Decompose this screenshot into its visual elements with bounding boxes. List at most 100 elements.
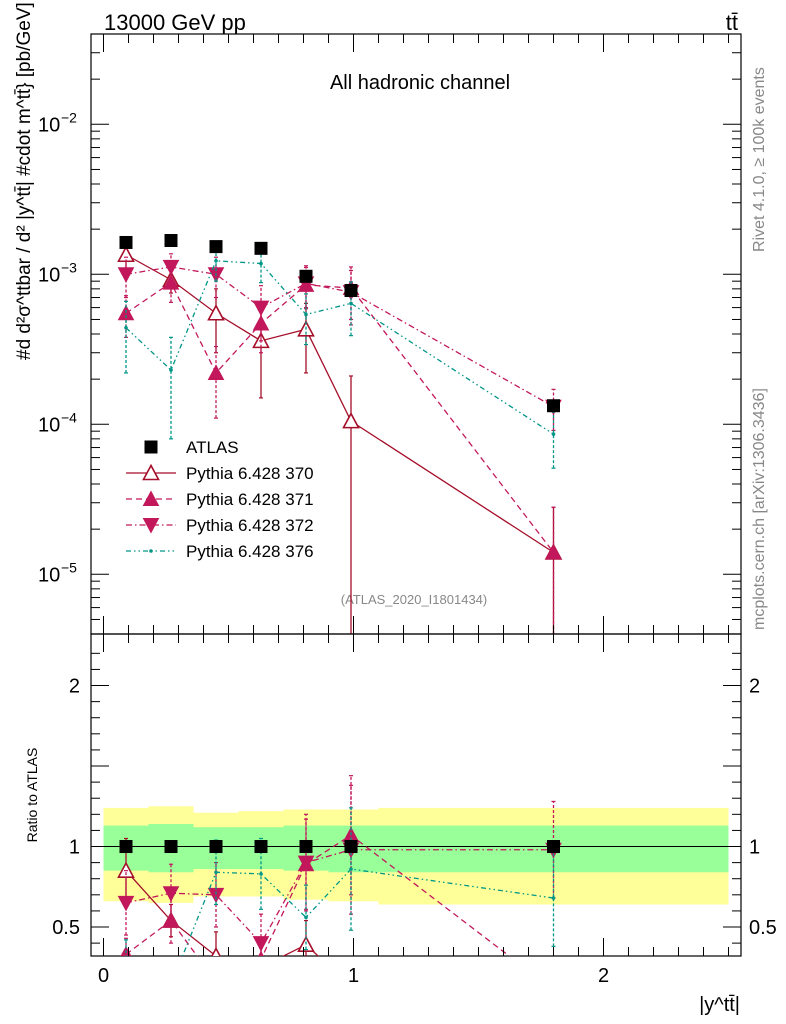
- main-data-point: [545, 543, 562, 560]
- y-tick-exponent: −5: [61, 559, 77, 575]
- main-data-point: [547, 399, 560, 413]
- rivet-version-label: Rivet 4.1.0, ≥ 100k events: [751, 67, 768, 252]
- main-data-point: [124, 325, 128, 330]
- ratio-data-point: [304, 915, 308, 920]
- ratio-y-axis-label: Ratio to ATLAS: [24, 748, 40, 843]
- x-ticks: 0 1 2: [98, 34, 729, 987]
- analysis-id: (ATLAS_2020_I1801434): [341, 592, 487, 607]
- y-tick-exponent: −2: [61, 109, 77, 125]
- main-data-point: [349, 301, 353, 306]
- ratio-data-point: [124, 962, 128, 966]
- legend-label: ATLAS: [186, 438, 239, 457]
- ratio-data-point: [117, 895, 135, 912]
- process-label: tt̄: [726, 10, 738, 35]
- main-data-point: [207, 304, 225, 321]
- legend-marker: [142, 490, 160, 506]
- main-data-point: [117, 245, 135, 263]
- ratio-data-point: [209, 974, 224, 988]
- ratio-series-0: [119, 840, 560, 854]
- ratio-bands: [91, 806, 741, 905]
- ratio-data-point: [297, 855, 315, 872]
- ratio-data-point: [164, 840, 178, 854]
- ratio-data-point: [169, 983, 173, 987]
- ratio-frame: [90, 633, 742, 957]
- legend-label: Pythia 6.428 376: [186, 542, 314, 561]
- x-tick-label: 1: [348, 965, 359, 987]
- main-data-point: [299, 269, 313, 283]
- ratio-data-point: [546, 984, 561, 998]
- y-tick-label: 10: [38, 564, 60, 586]
- x-tick-label: 2: [598, 965, 609, 987]
- ratio-y-ticks: 0.5 0.5 1 1 2 2: [52, 652, 777, 944]
- main-data-point: [164, 234, 178, 248]
- legend-marker: [144, 440, 158, 454]
- ratio-panel: 0.5 0.5 1 1 2 2 0 1 2: [52, 34, 777, 998]
- legend-marker: [142, 463, 160, 481]
- mcplots-label: mcplots.cern.ch [arXiv:1306.3436]: [751, 388, 768, 630]
- ratio-data-point: [254, 840, 268, 854]
- legend-marker: [149, 549, 153, 553]
- main-panel: All hadronic channel (ATLAS_2020_I180143…: [38, 33, 742, 635]
- ratio-data-point: [258, 950, 264, 956]
- y-tick-exponent: −4: [61, 409, 77, 425]
- chart-title: All hadronic channel: [330, 72, 510, 94]
- ratio-data-point: [547, 840, 560, 854]
- ratio-data-point: [551, 896, 556, 900]
- ratio-data-point: [162, 886, 180, 902]
- main-y-ticks: 10−210−310−410−5: [38, 33, 741, 635]
- main-data-point: [551, 432, 556, 436]
- ratio-data-point: [214, 870, 218, 875]
- ratio-tick-label-right: 2: [749, 676, 760, 698]
- main-data-point: [254, 241, 268, 255]
- ratio-data-point: [209, 840, 223, 854]
- ratio-series-4: [124, 807, 556, 987]
- legend-label: Pythia 6.428 371: [186, 490, 314, 509]
- ratio-tick-label-left: 0.5: [52, 917, 80, 939]
- main-data-point: [344, 283, 358, 297]
- ratio-series-group: [117, 775, 562, 998]
- main-data-point: [342, 411, 360, 429]
- ratio-data-point: [120, 945, 132, 956]
- y-tick-exponent: −3: [61, 259, 77, 275]
- main-series-4: [124, 244, 556, 469]
- main-data-point: [259, 261, 263, 266]
- x-tick-label: 0: [98, 965, 109, 987]
- ratio-tick-label-left: 2: [69, 676, 80, 698]
- main-series-2: [117, 266, 562, 634]
- main-series-line: [125, 281, 555, 553]
- ratio-tick-label-right: 1: [749, 837, 760, 859]
- ratio-data-point: [299, 840, 313, 854]
- ratio-data-point: [546, 982, 561, 996]
- legend-label: Pythia 6.428 370: [186, 464, 314, 483]
- main-data-point: [117, 267, 135, 283]
- main-series-0: [119, 234, 560, 413]
- ratio-data-point: [344, 840, 358, 854]
- legend: ATLAS Pythia 6.428 370 Pythia 6.428 371 Pyt…: [126, 438, 314, 561]
- ratio-data-point: [254, 960, 269, 974]
- ratio-data-point: [119, 840, 133, 854]
- main-data-point: [304, 312, 308, 317]
- main-data-point: [119, 235, 133, 249]
- y-tick-label: 10: [38, 114, 60, 136]
- main-series-group: [117, 234, 563, 634]
- y-tick-label: 10: [38, 414, 60, 436]
- main-data-point: [252, 300, 270, 317]
- ratio-data-point: [211, 946, 221, 956]
- energy-label: 13000 GeV pp: [104, 10, 246, 35]
- x-axis-label: |y^tt̄|: [699, 994, 740, 1016]
- legend-marker: [142, 518, 160, 534]
- ratio-data-point: [252, 936, 270, 952]
- main-data-point: [207, 364, 225, 380]
- ratio-data-point: [349, 867, 353, 871]
- ratio-tick-label-left: 1: [69, 837, 80, 859]
- main-y-axis-label: #d d²σ^ttbar / d² |y^tt̄| #cdot m^tt̄} […: [14, 2, 35, 360]
- legend-label: Pythia 6.428 372: [186, 516, 314, 535]
- y-tick-label: 10: [38, 264, 60, 286]
- main-data-point: [162, 259, 180, 276]
- main-data-point: [169, 368, 173, 372]
- ratio-tick-label-right: 0.5: [749, 917, 777, 939]
- main-data-point: [214, 259, 218, 263]
- ratio-data-point: [259, 872, 263, 876]
- main-series-3: [117, 253, 562, 432]
